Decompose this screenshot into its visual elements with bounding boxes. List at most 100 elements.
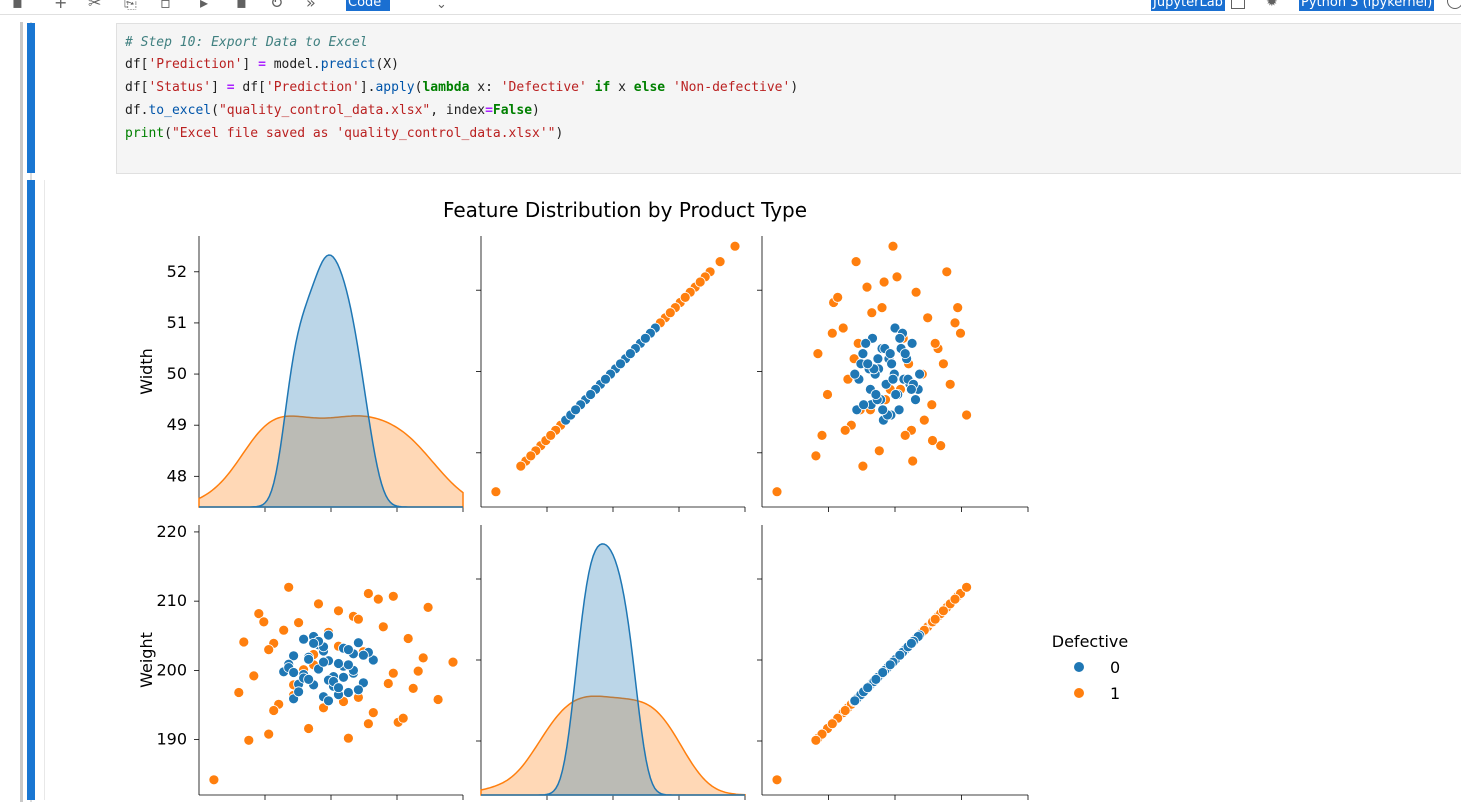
run-icon[interactable]: ▸ xyxy=(200,0,209,12)
scatter-point-1 xyxy=(422,602,434,613)
scatter-point-1 xyxy=(952,302,964,314)
scatter-point-1 xyxy=(714,256,726,268)
scatter-point-0 xyxy=(849,368,861,380)
scatter-point-1 xyxy=(432,694,444,705)
scatter-point-0 xyxy=(323,695,334,707)
code-line-1: # Step 10: Export Data to Excel xyxy=(125,35,368,50)
scatter-point-1 xyxy=(694,276,706,288)
scatter-point-1 xyxy=(417,652,429,664)
kde-series-1 xyxy=(480,695,746,796)
scatter-point-1 xyxy=(333,605,344,617)
scatter-point-1 xyxy=(918,414,930,426)
scatter-point-1 xyxy=(866,307,878,319)
scatter-point-0 xyxy=(893,404,905,416)
code-line-3: df['Status'] = df['Prediction'].apply(la… xyxy=(125,80,799,95)
scatter-point-0 xyxy=(886,358,897,370)
scatter-point-1 xyxy=(907,455,919,467)
scatter-point-1 xyxy=(826,327,838,339)
external-link-icon[interactable] xyxy=(1231,0,1245,9)
chart-legend: Defective 0 1 xyxy=(1052,632,1128,703)
scatter-point-1 xyxy=(243,734,255,746)
scatter-point-0 xyxy=(303,674,315,685)
scatter-point-0 xyxy=(298,633,310,645)
scatter-point-1 xyxy=(899,429,911,441)
y-axis-label: Weight xyxy=(137,632,156,688)
copy-icon[interactable]: ⎘ xyxy=(124,0,137,12)
kernel-status-icon xyxy=(1447,0,1461,9)
scatter-point-1 xyxy=(961,409,972,421)
scatter-point-0 xyxy=(288,667,300,678)
scatter-point-1 xyxy=(303,723,315,734)
debug-icon[interactable]: ✹ xyxy=(1266,0,1278,10)
scatter-point-1 xyxy=(832,291,844,303)
scroll-gutter xyxy=(20,22,23,802)
cut-icon[interactable]: ✂ xyxy=(88,0,102,12)
scatter-point-0 xyxy=(288,650,300,662)
scatter-point-1 xyxy=(447,656,459,668)
scatter-point-1 xyxy=(268,705,280,716)
code-cell-editor[interactable]: # Step 10: Export Data to Excel df['Pred… xyxy=(116,23,1461,174)
scatter-point-0 xyxy=(862,682,874,694)
paste-icon[interactable]: ▫ xyxy=(160,0,171,12)
scatter-point-1 xyxy=(377,621,389,633)
output-cell: Feature Distribution by Product Type 48 4… xyxy=(44,180,1461,800)
scatter-point-1 xyxy=(949,593,961,605)
kde-series-1 xyxy=(198,415,464,508)
y-tick-label: 52 xyxy=(167,262,187,281)
legend-label-0: 0 xyxy=(1110,658,1120,677)
scatter-point-0 xyxy=(625,348,636,360)
chart-title: Feature Distribution by Product Type xyxy=(443,198,807,222)
add-cell-icon[interactable]: + xyxy=(54,0,68,12)
scatter-point-0 xyxy=(323,629,334,641)
y-tick-label: 220 xyxy=(156,522,187,541)
y-tick-label: 50 xyxy=(167,364,187,383)
scatter-point-0 xyxy=(906,337,918,349)
legend-marker-0 xyxy=(1074,662,1084,672)
scatter-point-1 xyxy=(313,598,324,610)
scatter-point-0 xyxy=(872,353,884,365)
scatter-point-1 xyxy=(812,348,824,360)
scatter-point-1 xyxy=(372,593,384,605)
scatter-point-1 xyxy=(545,429,557,441)
scatter-point-1 xyxy=(258,616,270,628)
scatter-point-0 xyxy=(889,322,901,334)
scatter-point-1 xyxy=(938,605,949,617)
scatter-point-1 xyxy=(878,276,890,288)
scatter-point-0 xyxy=(600,373,611,385)
scatter-point-0 xyxy=(910,394,921,406)
chevron-down-icon[interactable]: ⌄ xyxy=(436,0,447,12)
notebook-toolbar: ▪ + ✂ ⎘ ▫ ▸ ▪ ↻ » Code ⌄ JupyterLab ✹ Py… xyxy=(0,0,1461,15)
scatter-point-0 xyxy=(367,654,379,666)
scatter-point-1 xyxy=(342,732,354,744)
kernel-name-button[interactable]: Python 3 (ipykernel) xyxy=(1299,0,1435,11)
legend-marker-1 xyxy=(1074,688,1084,698)
y-tick-label: 51 xyxy=(167,313,187,332)
y-tick-label: 210 xyxy=(156,591,187,610)
scatter-point-1 xyxy=(771,774,783,786)
scatter-point-0 xyxy=(352,684,364,696)
scatter-point-0 xyxy=(887,373,899,385)
scatter-point-0 xyxy=(870,674,882,685)
scatter-point-1 xyxy=(283,581,295,593)
save-icon[interactable]: ▪ xyxy=(12,0,23,12)
code-cell-collapser[interactable] xyxy=(27,23,35,173)
jupyterlab-button[interactable]: JupyterLab xyxy=(1151,0,1225,11)
stop-icon[interactable]: ▪ xyxy=(236,0,247,12)
restart-icon[interactable]: ↻ xyxy=(270,0,284,12)
cell-type-select[interactable]: Code xyxy=(346,0,390,11)
scatter-point-1 xyxy=(961,581,972,593)
scatter-point-1 xyxy=(729,240,741,252)
y-axis-label: Width xyxy=(137,348,156,394)
fast-forward-icon[interactable]: » xyxy=(306,0,316,12)
scatter-point-1 xyxy=(929,337,941,349)
output-cell-collapser[interactable] xyxy=(27,180,35,800)
scatter-point-1 xyxy=(253,608,265,619)
scatter-point-1 xyxy=(387,590,399,602)
scatter-point-1 xyxy=(910,286,922,298)
scatter-point-0 xyxy=(849,695,861,707)
scatter-point-0 xyxy=(333,682,344,694)
y-tick-label: 48 xyxy=(167,466,187,485)
scatter-point-1 xyxy=(362,588,374,599)
scatter-point-0 xyxy=(357,649,369,661)
scatter-point-1 xyxy=(873,445,885,457)
